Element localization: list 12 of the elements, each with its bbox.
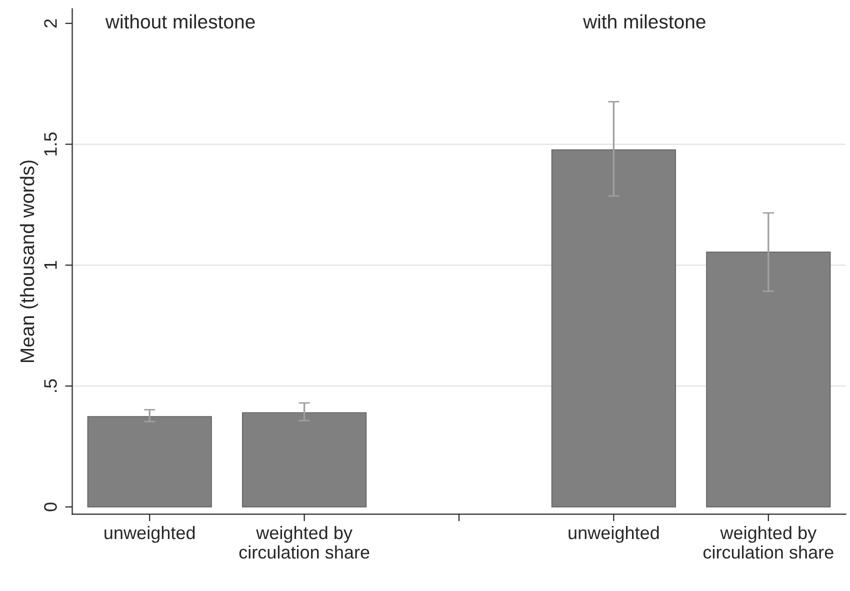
x-tick-label: unweighted (104, 526, 195, 543)
y-tick-label: 0 (44, 502, 57, 512)
y-tick-label: .5 (44, 379, 57, 392)
y-tick-label: 2 (44, 19, 57, 28)
annotation: without milestone (105, 14, 255, 29)
x-tick-label: unweighted (568, 526, 659, 543)
annotation: with milestone (583, 14, 706, 29)
x-tick-label: weighted by circulation share (239, 526, 370, 559)
y-tick-label: 1 (44, 261, 57, 269)
y-tick-label: 1.5 (44, 132, 57, 156)
x-tick-label: weighted by circulation share (703, 526, 834, 559)
y-axis-title: Mean (thousand words) (20, 160, 38, 362)
